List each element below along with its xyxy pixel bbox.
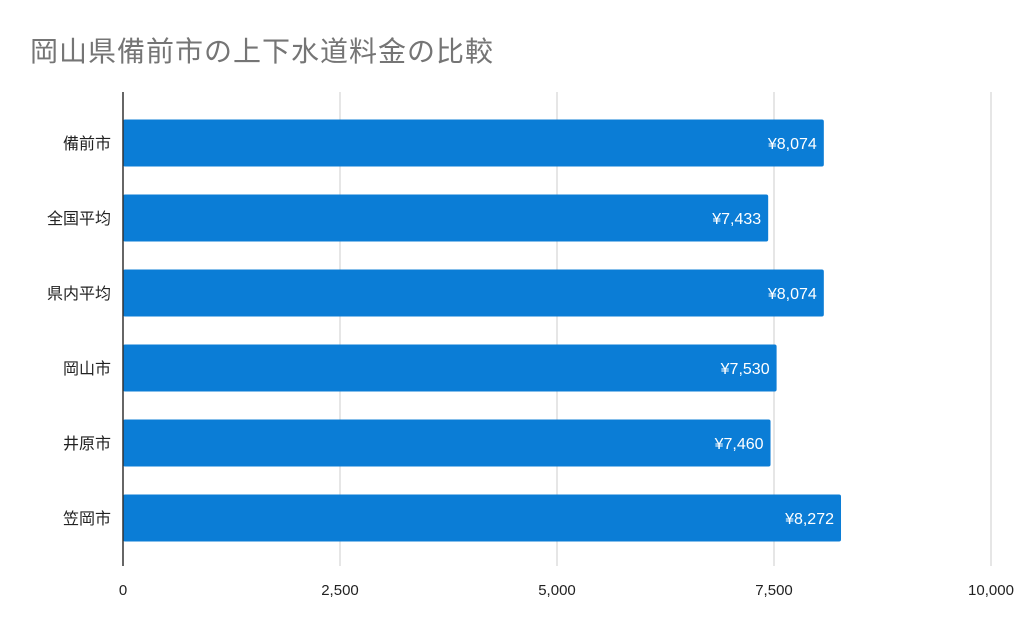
y-tick-label: 笠岡市 <box>63 509 111 528</box>
x-tick-label: 7,500 <box>755 582 793 599</box>
y-tick-label: 備前市 <box>63 134 111 153</box>
bar <box>123 194 769 242</box>
y-tick-label: 県内平均 <box>47 284 111 303</box>
x-tick-label: 5,000 <box>538 582 576 599</box>
x-tick-label: 2,500 <box>321 582 359 599</box>
bar <box>123 344 777 392</box>
bar <box>123 494 842 542</box>
bar <box>123 119 824 167</box>
x-tick-label: 0 <box>119 582 127 599</box>
bar <box>123 419 771 467</box>
data-label: ¥7,433 <box>711 211 761 228</box>
data-label: ¥7,460 <box>714 436 764 453</box>
data-label: ¥7,530 <box>720 361 770 378</box>
x-tick-label: 10,000 <box>968 582 1014 599</box>
y-tick-label: 岡山市 <box>63 359 111 378</box>
y-tick-label: 全国平均 <box>47 209 111 228</box>
bar <box>123 269 824 317</box>
data-label: ¥8,074 <box>767 286 817 303</box>
data-label: ¥8,272 <box>784 511 834 528</box>
data-label: ¥8,074 <box>767 136 817 153</box>
y-tick-label: 井原市 <box>63 434 111 453</box>
chart-title: 岡山県備前市の上下水道料金の比較 <box>30 35 495 68</box>
